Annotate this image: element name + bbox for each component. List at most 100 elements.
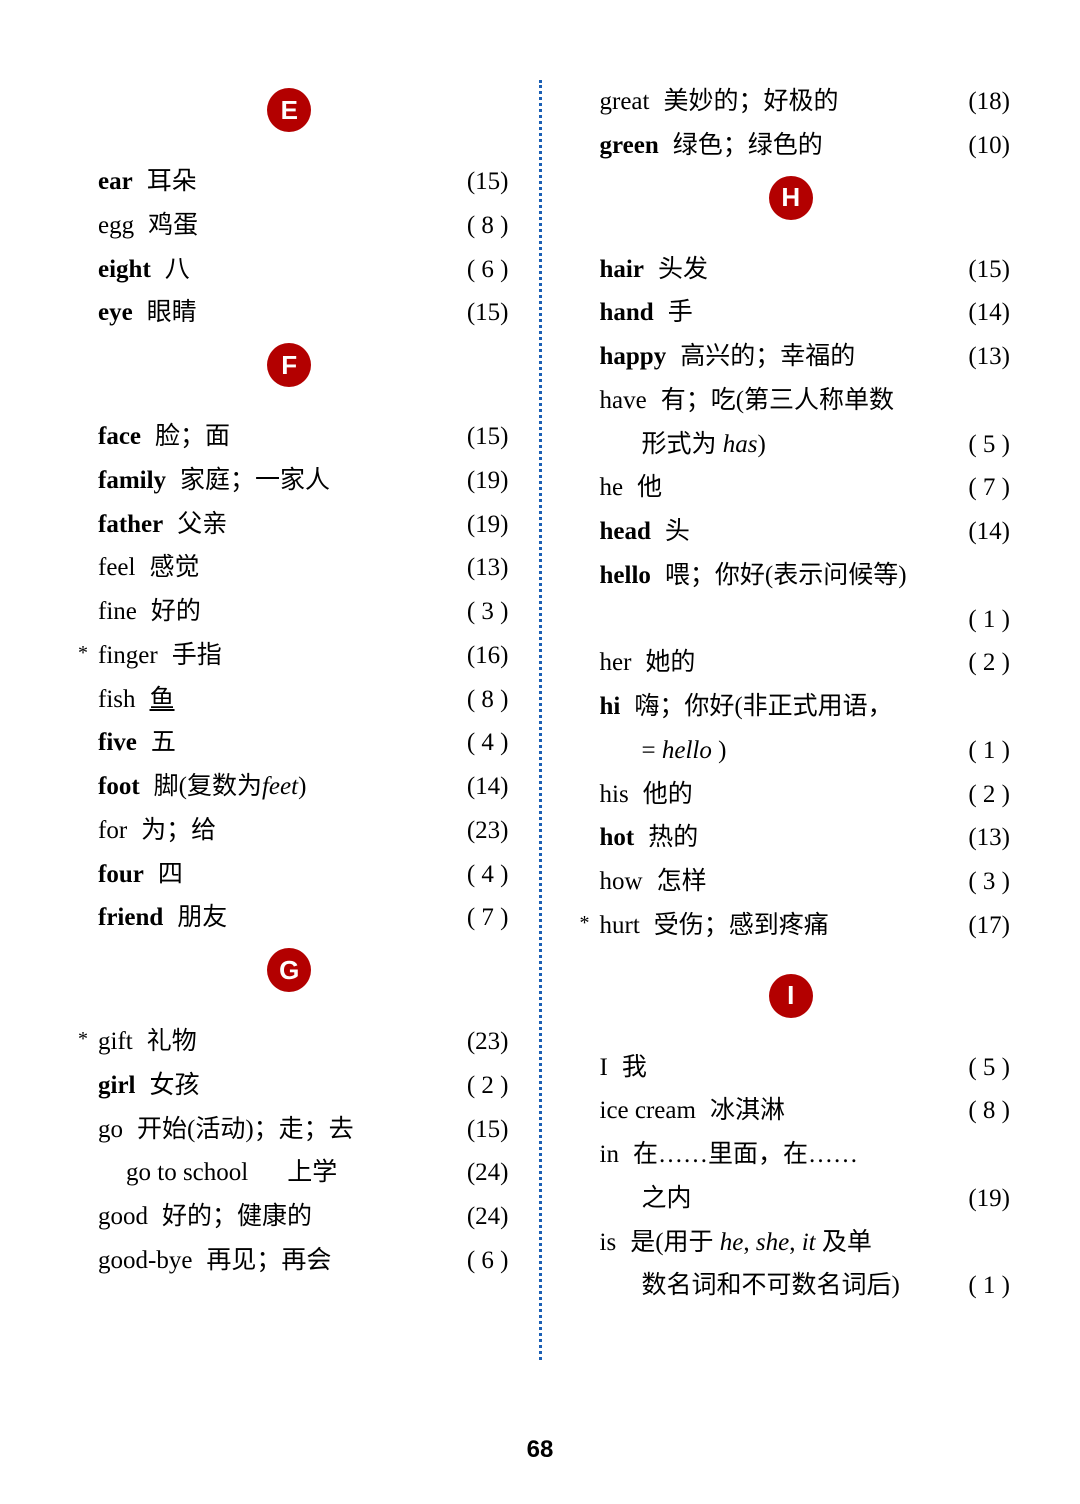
entry-word: great [600,80,650,124]
section-letter-badge: H [769,176,813,220]
entry-word: go [98,1108,123,1152]
dictionary-entry: feel感觉(13) [70,546,509,590]
entry-page-ref: (10) [958,124,1010,168]
entry-page-ref: (13) [958,335,1010,379]
entry-page-ref: ( 2 ) [958,641,1010,685]
entry-definition: 礼物 [147,1020,197,1064]
dictionary-entry: for为；给(23) [70,809,509,853]
entry-word: have [600,379,647,423]
entry-word: hot [600,816,635,860]
entry-definition: = hello ) [642,729,727,773]
entry-word: father [98,503,163,547]
section-letter-badge: G [267,948,311,992]
dictionary-entry: good好的；健康的(24) [70,1195,509,1239]
entry-definition: 他的 [643,773,693,817]
entry-definition: 手 [668,291,693,335]
dictionary-entry: go开始(活动)；走；去(15) [70,1108,509,1152]
entry-definition: 受伤；感到疼痛 [654,904,829,948]
entry-definition: 鱼 [150,678,175,722]
entry-definition: 好的；健康的 [162,1195,312,1239]
page-number: 68 [0,1436,1080,1464]
right-column: great美妙的；好极的(18)green绿色；绿色的(10)Hhair头发(1… [542,80,1011,1360]
entry-continuation: ( 1 ) [572,598,1011,642]
entry-definition: 他 [637,466,662,510]
entry-definition: 感觉 [149,546,199,590]
entry-definition: 再见；再会 [206,1239,331,1283]
entry-definition: 喂；你好(表示问候等) [665,554,907,598]
entry-page-ref: ( 2 ) [457,1064,509,1108]
entry-page-ref: ( 7 ) [457,896,509,940]
entry-definition: 朋友 [177,896,227,940]
entry-page-ref: (24) [457,1195,509,1239]
dictionary-entry: I我( 5 ) [572,1046,1011,1090]
entry-word: foot [98,765,140,809]
entry-page-ref: (14) [958,510,1010,554]
dictionary-entry: how怎样( 3 ) [572,860,1011,904]
entry-page-ref: ( 3 ) [958,860,1010,904]
spacer [572,948,1011,966]
dictionary-entry: girl 女孩 ( 2 ) [70,1064,509,1108]
entry-definition: 是(用于 he, she, it 及单 [630,1221,872,1265]
dictionary-entry: fish鱼( 8 ) [70,678,509,722]
dictionary-entry: father父亲(19) [70,503,509,547]
star-marker: * [78,636,88,671]
entry-page-ref: ( 5 ) [958,423,1010,467]
entry-definition: 八 [165,248,190,292]
dictionary-entry: four四( 4 ) [70,853,509,897]
entry-word: for [98,809,127,853]
dictionary-entry: hand手(14) [572,291,1011,335]
entry-page-ref: (14) [457,765,509,809]
entry-page-ref: (23) [457,1020,509,1064]
entry-page-ref: ( 8 ) [457,678,509,722]
entry-word: go to school [126,1151,248,1195]
entry-page-ref: (24) [457,1151,509,1195]
entry-page-ref: ( 6 ) [457,248,509,292]
entry-page-ref: ( 1 ) [958,598,1010,642]
entry-definition: 耳朵 [147,160,197,204]
entry-page-ref: (18) [958,80,1010,124]
entry-definition: 绿色；绿色的 [673,124,823,168]
entry-definition: 五 [151,721,176,765]
entry-definition: 头 [665,510,690,554]
entry-page-ref: ( 7 ) [958,466,1010,510]
entry-word: green [600,124,659,168]
dictionary-entry: five五( 4 ) [70,721,509,765]
entry-continuation: 数名词和不可数名词后)( 1 ) [572,1264,1011,1308]
dictionary-entry: is是(用于 he, she, it 及单 [572,1221,1011,1265]
entry-word: face [98,415,141,459]
entry-word: eight [98,248,151,292]
entry-definition: 四 [158,853,183,897]
entry-definition: 好的 [151,590,201,634]
dictionary-entry: friend 朋友 ( 7 ) [70,896,509,940]
entry-page-ref: ( 8 ) [958,1089,1010,1133]
entry-definition: 之内 [642,1177,692,1221]
entry-definition: 在……里面，在…… [633,1133,858,1177]
entry-definition: 鸡蛋 [148,204,198,248]
entry-word: ice cream [600,1089,696,1133]
entry-definition: 头发 [658,248,708,292]
entry-page-ref: ( 8 ) [457,204,509,248]
dictionary-columns: Eear耳朵(15)egg鸡蛋( 8 )eight八( 6 )eye眼睛(15)… [70,80,1010,1360]
entry-word: his [600,773,629,817]
entry-word: hurt [600,904,640,948]
dictionary-entry: fine好的( 3 ) [70,590,509,634]
entry-word: happy [600,335,667,379]
entry-page-ref: ( 6 ) [457,1239,509,1283]
dictionary-entry: hot热的(13) [572,816,1011,860]
entry-continuation: = hello )( 1 ) [572,729,1011,773]
entry-definition: 家庭；一家人 [180,459,330,503]
entry-page-ref: ( 2 ) [958,773,1010,817]
left-column: Eear耳朵(15)egg鸡蛋( 8 )eight八( 6 )eye眼睛(15)… [70,80,539,1360]
dictionary-entry: in在……里面，在…… [572,1133,1011,1177]
entry-definition: 女孩 [150,1064,200,1108]
dictionary-entry: foot脚(复数为feet)(14) [70,765,509,809]
dictionary-entry: hello喂；你好(表示问候等) [572,554,1011,598]
entry-page-ref: (23) [457,809,509,853]
entry-word: girl [98,1064,136,1108]
entry-word: how [600,860,643,904]
entry-word: friend [98,896,163,940]
entry-definition: 眼睛 [147,291,197,335]
entry-definition: 形式为 has) [642,423,766,467]
entry-word: good-bye [98,1239,192,1283]
entry-word: I [600,1046,608,1090]
